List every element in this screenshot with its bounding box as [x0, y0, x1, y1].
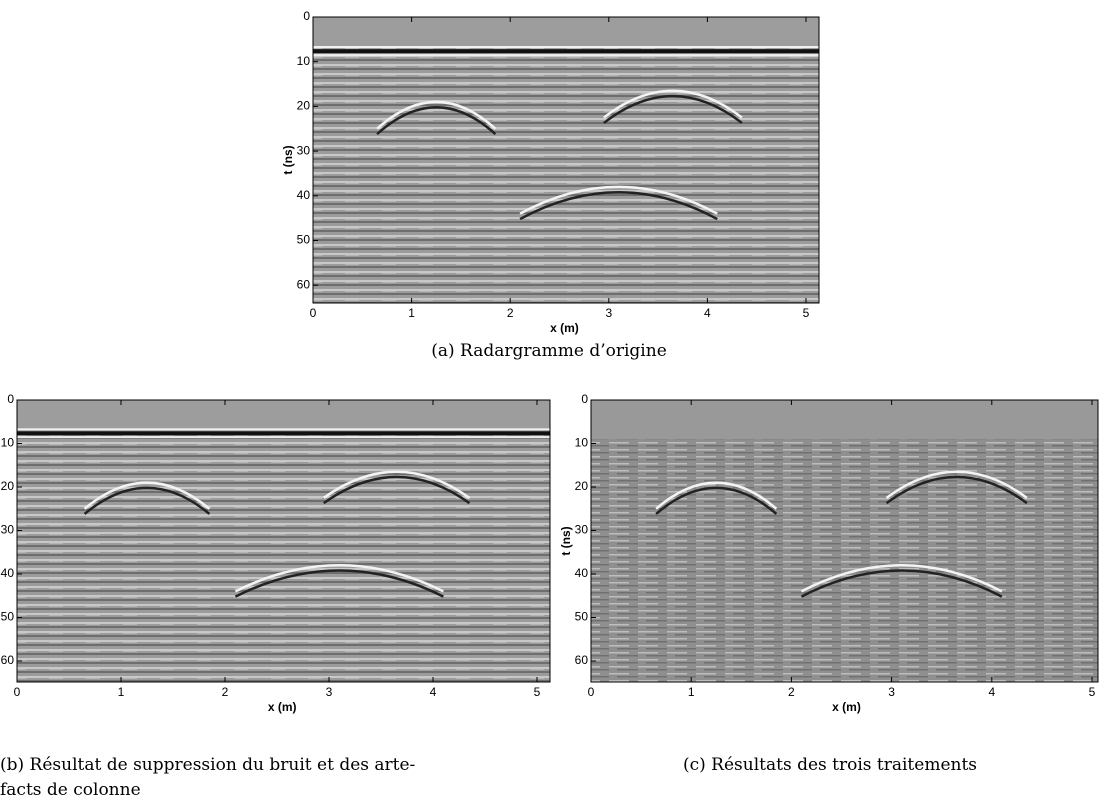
hyperbola	[234, 564, 444, 593]
hyperbola	[323, 475, 471, 505]
x-tick-label: 0	[588, 685, 595, 699]
hyperbola	[376, 100, 497, 130]
y-tick-label: 60	[1, 653, 15, 667]
y-tick-label: 50	[297, 233, 311, 247]
y-tick-label: 50	[1, 610, 15, 624]
y-tick-label: 30	[575, 523, 589, 537]
y-tick-label: 40	[297, 188, 311, 202]
x-tick-label: 1	[408, 306, 415, 320]
x-tick-label: 4	[704, 306, 711, 320]
texture	[17, 400, 550, 682]
texture	[313, 17, 819, 303]
caption: (b) Résultat de suppression du bruit et …	[0, 755, 415, 775]
x-tick-label: 4	[988, 685, 995, 699]
x-tick-label: 1	[688, 685, 695, 699]
x-tick-label: 0	[14, 685, 21, 699]
x-tick-label: 2	[222, 685, 229, 699]
hyperbola	[323, 470, 471, 499]
y-tick-label: 50	[575, 610, 589, 624]
y-axis-label: t (ns)	[559, 526, 573, 555]
hyperbola	[234, 569, 444, 598]
y-tick-label: 10	[1, 436, 15, 450]
y-tick-label: 60	[575, 653, 589, 667]
x-tick-label: 2	[788, 685, 795, 699]
x-tick-label: 0	[310, 306, 317, 320]
y-tick-label: 40	[575, 566, 589, 580]
surface-line	[17, 431, 550, 436]
surface-light	[313, 54, 819, 57]
hyperbola	[655, 486, 778, 515]
hyperbola	[376, 106, 497, 136]
air-band	[17, 400, 550, 429]
y-tick-label: 0	[581, 392, 588, 406]
x-tick-label: 3	[326, 685, 333, 699]
x-tick-label: 4	[430, 685, 437, 699]
radargram	[591, 400, 1098, 682]
surface-dark	[313, 46, 819, 49]
caption: (a) Radargramme d’origine	[431, 341, 667, 361]
texture	[591, 400, 1098, 682]
hyperbola	[83, 486, 211, 515]
radargram	[313, 17, 819, 303]
y-tick-label: 20	[1, 479, 15, 493]
x-tick-label: 5	[803, 306, 810, 320]
x-tick-label: 3	[605, 306, 612, 320]
surface-dark	[17, 428, 550, 431]
caption: facts de colonne	[0, 780, 141, 800]
x-tick-label: 3	[888, 685, 895, 699]
hyperbola	[800, 564, 1003, 593]
air-band	[591, 400, 1098, 440]
hyperbola	[83, 481, 211, 510]
plot-frame	[590, 399, 1099, 683]
hyperbola	[885, 475, 1028, 505]
hyperbola	[655, 481, 778, 510]
surface-light	[17, 436, 550, 439]
radargram	[17, 400, 550, 682]
hyperbola	[800, 569, 1003, 598]
surface-line	[313, 49, 819, 54]
plot-frame	[16, 399, 551, 683]
x-axis-label: x (m)	[550, 321, 579, 335]
x-tick-label: 2	[507, 306, 514, 320]
y-tick-label: 10	[575, 436, 589, 450]
hyperbola	[519, 191, 718, 221]
x-tick-label: 1	[118, 685, 125, 699]
y-tick-label: 0	[7, 392, 14, 406]
y-tick-label: 60	[297, 277, 311, 291]
y-tick-label: 30	[1, 523, 15, 537]
y-tick-label: 40	[1, 566, 15, 580]
y-tick-label: 30	[297, 143, 311, 157]
hyperbola	[603, 95, 743, 124]
y-axis-label: t (ns)	[281, 145, 295, 174]
air-band	[313, 17, 819, 47]
hyperbola	[885, 470, 1028, 499]
y-tick-label: 10	[297, 54, 311, 68]
x-tick-label: 5	[534, 685, 541, 699]
y-tick-label: 20	[575, 479, 589, 493]
plot-frame	[312, 16, 820, 304]
hyperbola	[519, 185, 718, 215]
x-axis-label: x (m)	[832, 700, 861, 714]
x-tick-label: 5	[1089, 685, 1096, 699]
y-tick-label: 0	[303, 9, 310, 23]
y-tick-label: 20	[297, 99, 311, 113]
x-axis-label: x (m)	[268, 700, 297, 714]
hyperbola	[603, 89, 743, 119]
caption: (c) Résultats des trois traitements	[683, 755, 977, 775]
